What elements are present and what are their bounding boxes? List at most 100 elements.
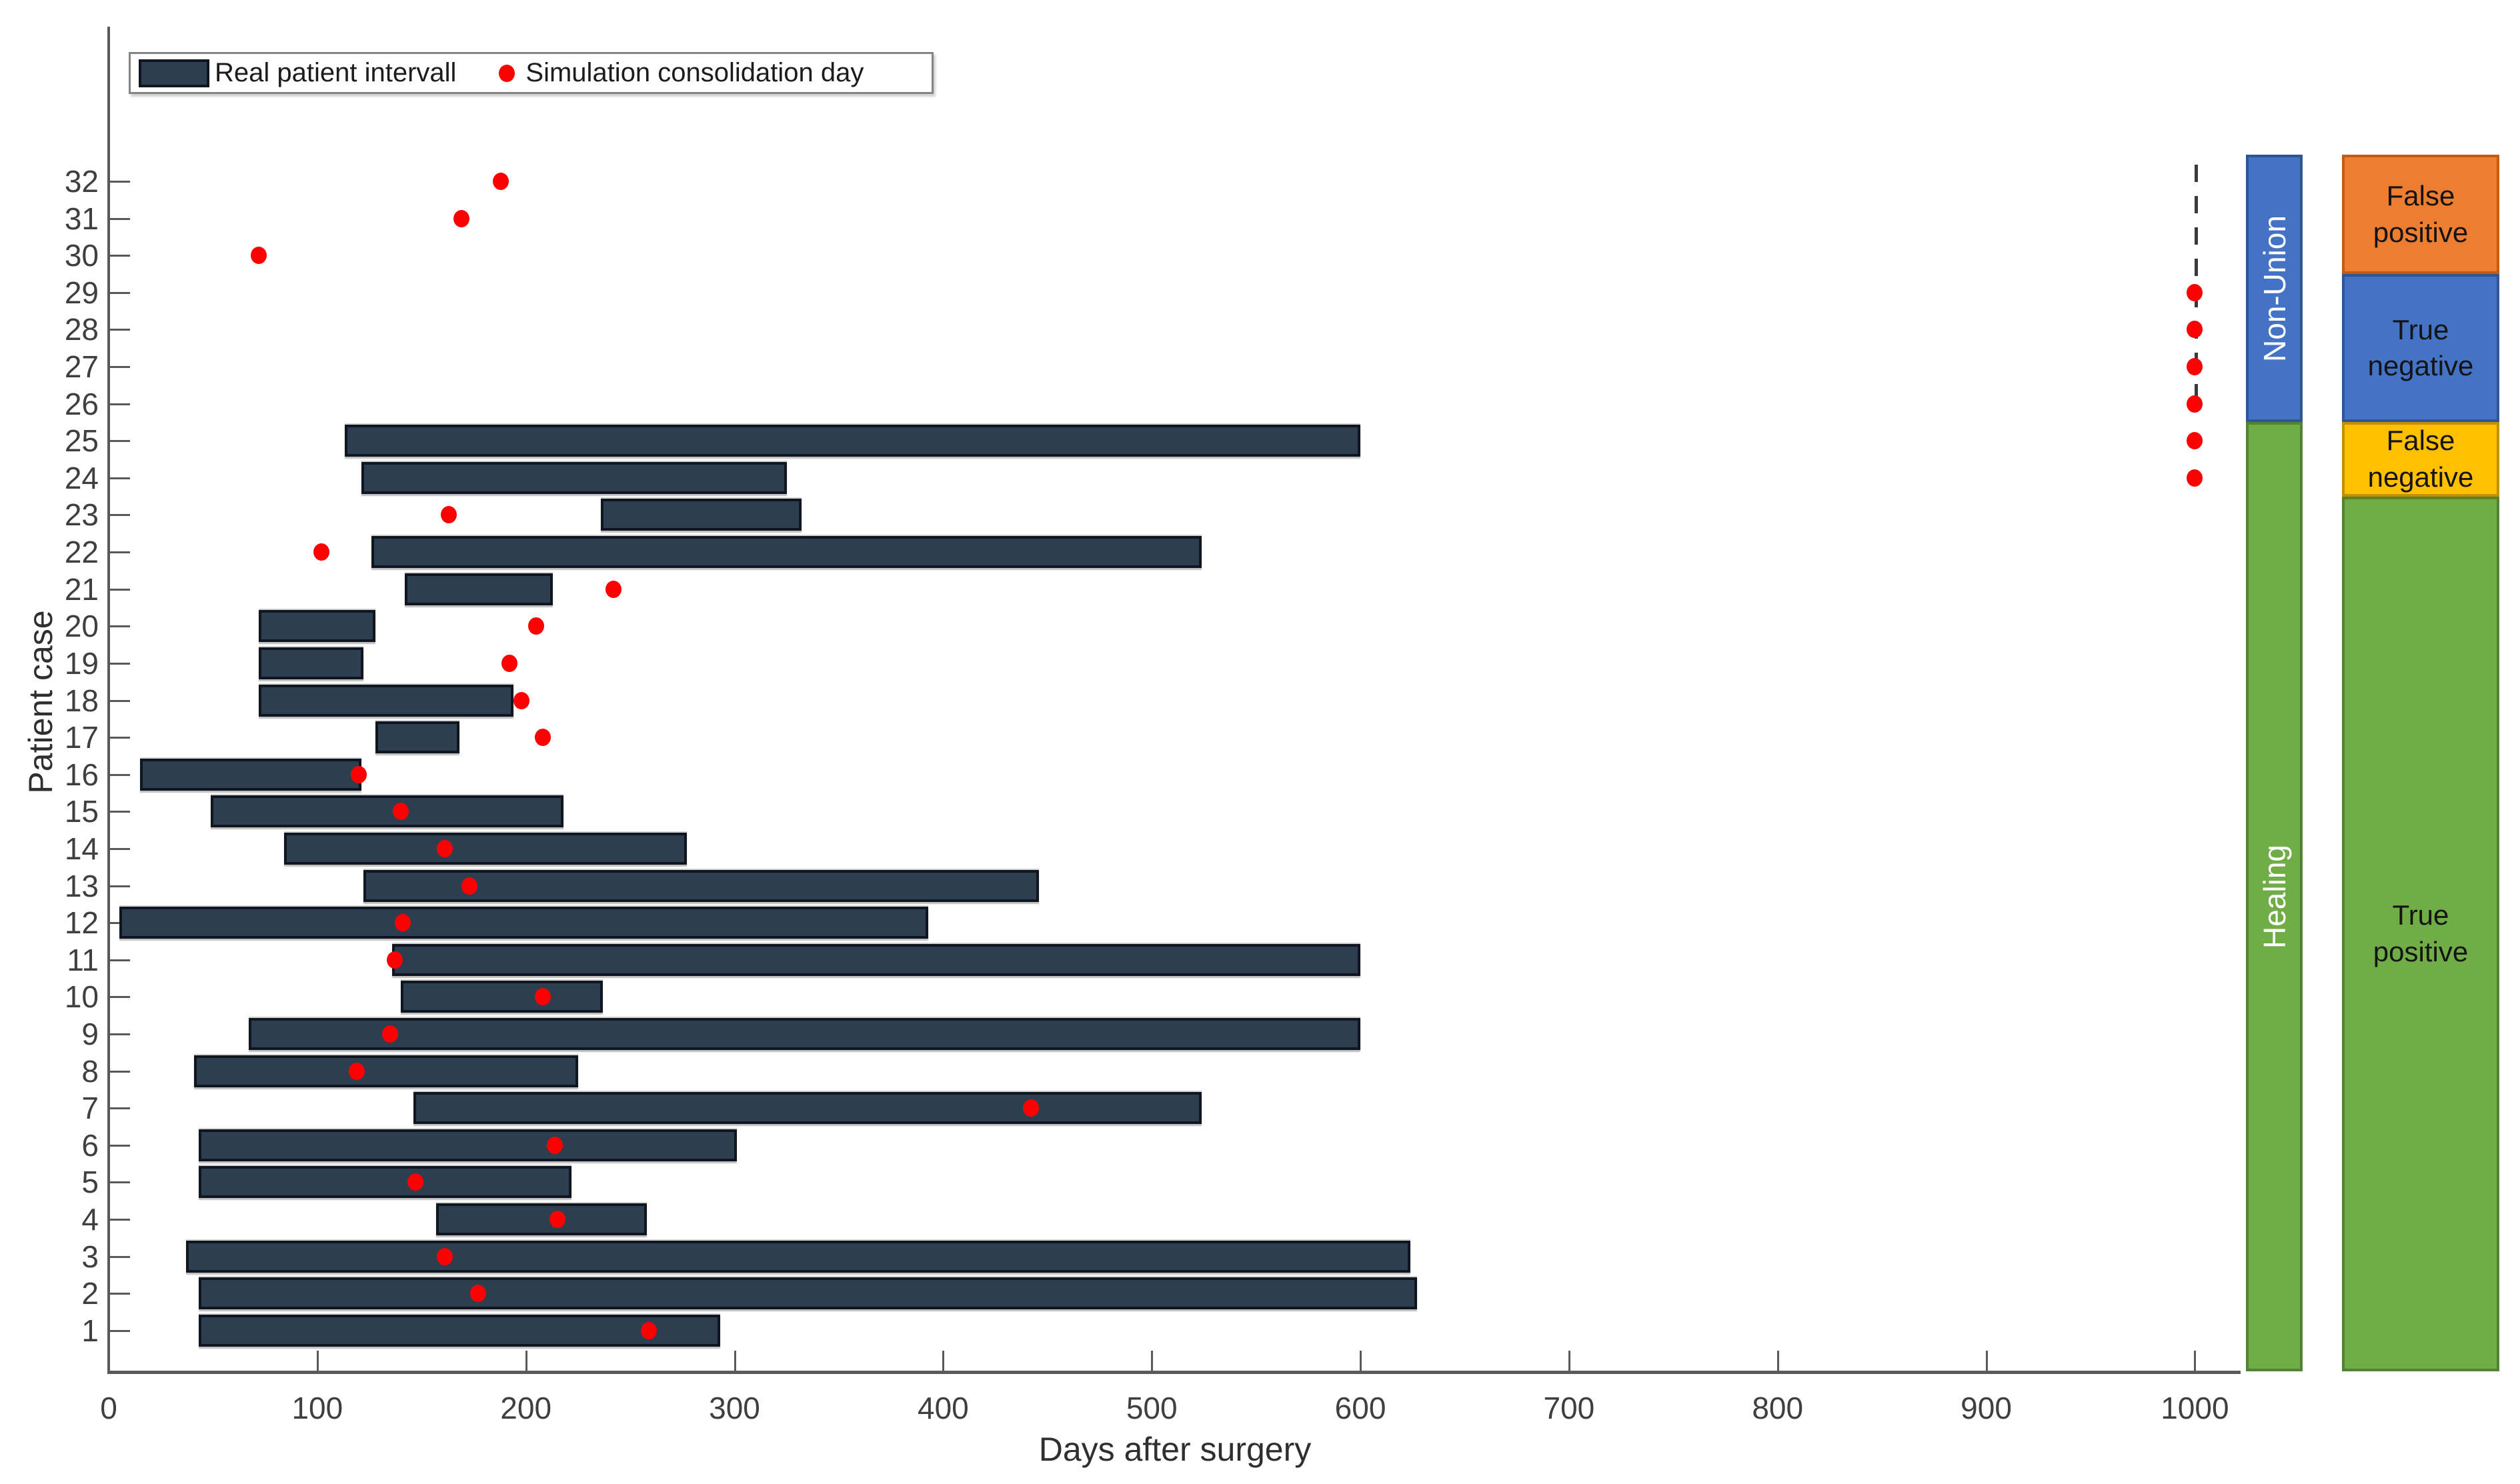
- simulation-day-dot: [440, 506, 457, 524]
- x-tick-label: 100: [291, 1391, 343, 1425]
- y-tick: [110, 514, 130, 517]
- simulation-day-dot: [605, 580, 622, 598]
- legend-dot-icon: [499, 64, 515, 82]
- simulation-day-dot: [2187, 432, 2203, 450]
- y-tick-label: 3: [81, 1239, 99, 1274]
- y-tick: [110, 255, 130, 257]
- y-tick: [110, 737, 130, 739]
- y-tick-label: 22: [64, 535, 99, 570]
- y-tick-label: 18: [64, 683, 99, 718]
- simulation-day-dot: [2187, 358, 2203, 376]
- y-tick: [110, 773, 130, 776]
- y-tick-label: 14: [64, 831, 99, 866]
- band-label: False positive: [2373, 179, 2469, 248]
- patient-interval-bar: [259, 647, 363, 679]
- x-tick: [316, 1351, 319, 1371]
- y-tick: [110, 1070, 130, 1073]
- band-label: False negative: [2367, 425, 2474, 493]
- y-tick: [110, 1293, 130, 1295]
- y-tick: [110, 885, 130, 887]
- simulation-day-dot: [469, 1285, 486, 1303]
- band-label: True positive: [2373, 899, 2469, 967]
- patient-interval-bar: [198, 1314, 720, 1347]
- y-tick: [110, 1329, 130, 1332]
- band-label: Non-Union: [2257, 215, 2292, 362]
- simulation-day-dot: [351, 765, 367, 783]
- x-tick: [525, 1351, 527, 1371]
- x-tick-label: 1000: [2161, 1391, 2229, 1425]
- patient-interval-bar: [119, 907, 929, 939]
- y-tick-label: 23: [64, 497, 99, 533]
- simulation-day-dot: [528, 617, 545, 635]
- y-tick: [110, 440, 130, 443]
- y-tick-label: 20: [64, 609, 99, 644]
- y-tick: [110, 588, 130, 591]
- patient-interval-bar: [139, 758, 361, 791]
- patient-interval-bar: [198, 1129, 737, 1161]
- patient-interval-bar: [405, 573, 553, 605]
- band-label: True negative: [2367, 313, 2474, 382]
- patient-interval-bar: [248, 1018, 1361, 1051]
- simulation-day-dot: [549, 1211, 565, 1229]
- y-tick-label: 16: [64, 757, 99, 792]
- simulation-day-dot: [386, 951, 403, 969]
- y-tick-label: 31: [64, 201, 99, 236]
- band-true-negative: True negative: [2342, 274, 2499, 423]
- y-tick-label: 19: [64, 645, 99, 681]
- y-tick-label: 13: [64, 868, 99, 903]
- patient-interval-bar: [413, 1092, 1202, 1125]
- y-tick: [110, 959, 130, 961]
- patient-interval-bar: [361, 461, 787, 494]
- simulation-day-dot: [349, 1062, 365, 1080]
- patient-interval-bar: [194, 1055, 578, 1087]
- x-tick-label: 800: [1752, 1391, 1804, 1425]
- y-tick: [110, 329, 130, 331]
- x-tick-label: 400: [917, 1391, 969, 1425]
- band-true-positive: True positive: [2342, 496, 2499, 1371]
- patient-interval-bar: [400, 981, 603, 1013]
- x-tick-label: 200: [500, 1391, 552, 1425]
- y-tick-label: 6: [81, 1127, 99, 1163]
- x-tick-label: 500: [1126, 1391, 1178, 1425]
- band-non-union: Non-Union: [2246, 155, 2303, 423]
- simulation-day-dot: [534, 729, 551, 747]
- simulation-day-dot: [513, 691, 530, 709]
- band-label: Healing: [2257, 845, 2292, 949]
- patient-interval-bar: [344, 425, 1361, 457]
- x-tick: [734, 1351, 736, 1371]
- simulation-day-dot: [392, 803, 409, 821]
- patient-interval-bar: [198, 1166, 572, 1199]
- y-tick-label: 24: [64, 460, 99, 495]
- x-tick: [108, 1351, 110, 1371]
- y-tick-label: 2: [81, 1276, 99, 1311]
- x-tick: [1776, 1351, 1779, 1371]
- simulation-day-dot: [313, 543, 330, 561]
- y-tick: [110, 1255, 130, 1258]
- y-tick: [110, 477, 130, 479]
- patient-interval-bar: [436, 1203, 648, 1236]
- y-tick: [110, 1107, 130, 1110]
- simulation-day-dot: [1022, 1099, 1039, 1117]
- y-tick: [110, 403, 130, 405]
- legend-label-interval: Real patient intervall: [215, 58, 457, 87]
- simulation-day-dot: [493, 173, 509, 190]
- simulation-day-dot: [2187, 469, 2203, 487]
- x-tick-label: 0: [100, 1391, 117, 1425]
- y-tick-label: 30: [64, 238, 99, 273]
- patient-interval-bar: [211, 795, 563, 828]
- y-tick-label: 9: [81, 1017, 99, 1052]
- simulation-day-dot: [2187, 321, 2203, 339]
- y-tick-label: 25: [64, 423, 99, 459]
- patient-interval-bar: [185, 1240, 1411, 1273]
- patient-interval-bar: [259, 684, 513, 717]
- x-axis-line: [107, 1371, 2241, 1374]
- x-tick-label: 300: [709, 1391, 760, 1425]
- y-tick: [110, 811, 130, 813]
- simulation-day-dot: [436, 1247, 453, 1265]
- simulation-day-dot: [453, 209, 469, 227]
- band-false-positive: False positive: [2342, 155, 2499, 275]
- simulation-day-dot: [407, 1173, 423, 1191]
